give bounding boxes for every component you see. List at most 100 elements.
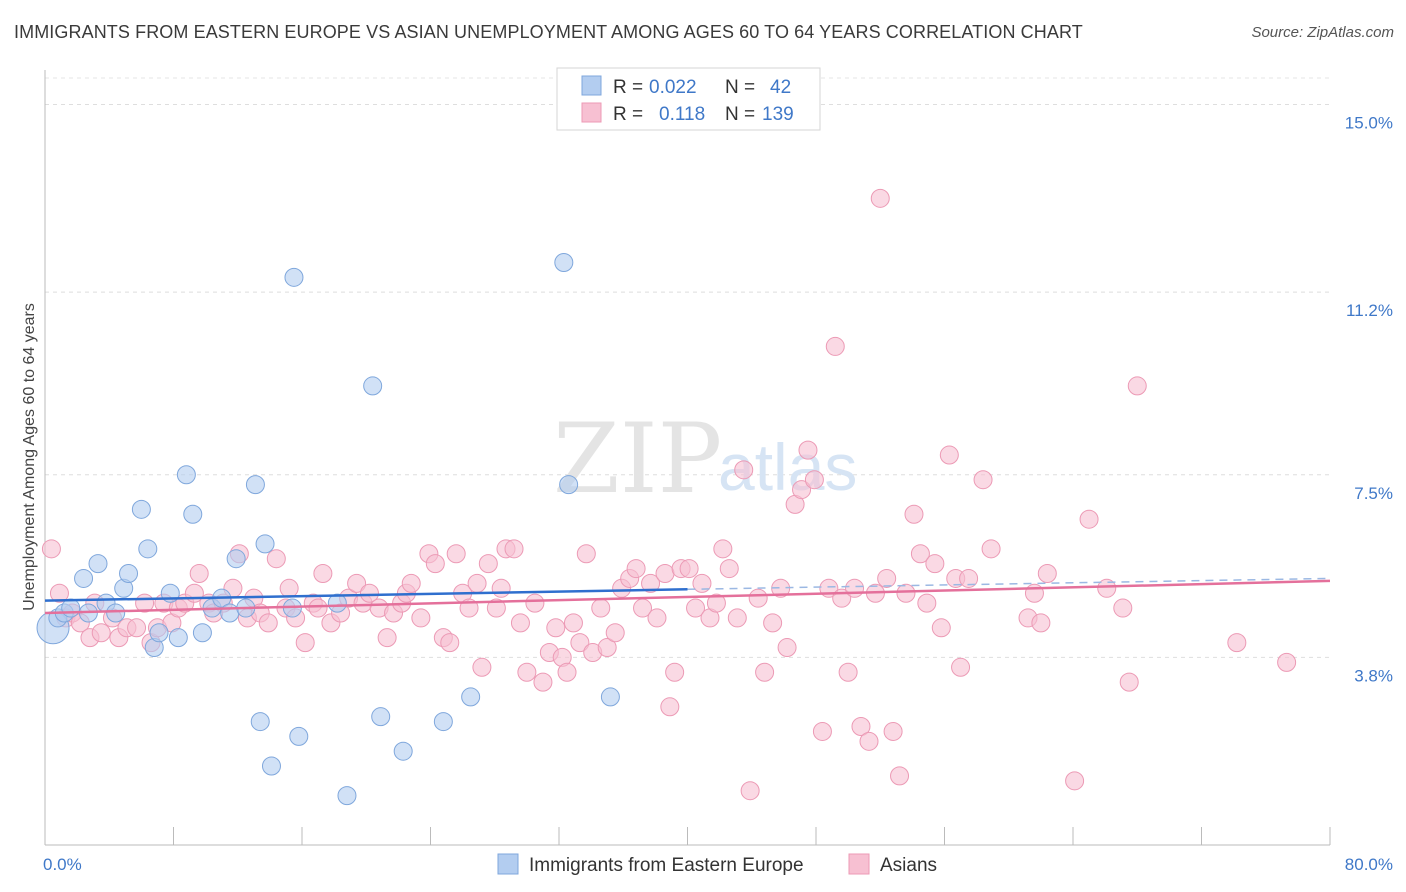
asians-point: [258, 613, 278, 633]
asians-point: [504, 539, 524, 559]
asians-point: [597, 638, 617, 658]
y-tick-labels: 3.8% 7.5% 11.2% 15.0%: [1345, 114, 1393, 686]
asians-point: [910, 544, 930, 564]
asians-point: [533, 672, 553, 692]
series-legend-label-eastern-europe: Immigrants from Eastern Europe: [529, 855, 804, 876]
y-tick-label: 15.0%: [1345, 114, 1393, 133]
asians-point: [755, 662, 775, 682]
eastern-europe-point: [363, 376, 383, 396]
y-axis-title: Unemployment Among Ages 60 to 64 years: [21, 303, 38, 611]
asians-point: [665, 662, 685, 682]
x-tick-label-min: 0.0%: [43, 855, 82, 874]
asians-point: [1031, 613, 1051, 633]
eastern-europe-point: [250, 712, 270, 732]
eastern-europe-trend-line: [44, 588, 688, 602]
asians-point: [647, 608, 667, 628]
eastern-europe-point: [176, 465, 196, 485]
asians-points: [41, 188, 1297, 801]
asians-trend-line: [44, 579, 1331, 615]
asians-point: [679, 559, 699, 579]
asians-point: [127, 618, 147, 638]
asians-point: [446, 544, 466, 564]
legend-swatch-pink: [581, 102, 602, 123]
asians-point: [719, 559, 739, 579]
asians-point: [377, 628, 397, 648]
asians-point: [845, 578, 865, 598]
legend-r-value-1: 0.022: [649, 77, 697, 98]
eastern-europe-point: [554, 253, 574, 273]
eastern-europe-point: [284, 267, 304, 287]
eastern-europe-point: [327, 593, 347, 613]
eastern-europe-point: [461, 687, 481, 707]
asians-point: [925, 554, 945, 574]
asians-point: [1119, 672, 1139, 692]
eastern-europe-point: [337, 786, 357, 806]
asians-point: [660, 697, 680, 717]
asians-point: [798, 440, 818, 460]
asians-point: [763, 613, 783, 633]
asians-point: [563, 613, 583, 633]
asians-point: [740, 781, 760, 801]
asians-point: [1127, 376, 1147, 396]
asians-point: [626, 559, 646, 579]
asians-point: [591, 598, 611, 618]
asians-point: [883, 721, 903, 741]
legend-r-value-2: 0.118: [659, 104, 705, 125]
asians-point: [727, 608, 747, 628]
eastern-europe-point: [226, 549, 246, 569]
eastern-europe-point: [149, 623, 169, 643]
asians-point: [91, 623, 111, 643]
eastern-europe-trend-extension: [687, 577, 1331, 591]
eastern-europe-point: [192, 623, 212, 643]
eastern-europe-point: [119, 564, 139, 584]
legend-n-value-2: 139: [762, 104, 794, 125]
asians-point: [748, 588, 768, 608]
asians-point: [510, 613, 530, 633]
asians-point: [859, 731, 879, 751]
asians-point: [41, 539, 61, 559]
asians-point: [792, 480, 812, 500]
asians-point: [931, 618, 951, 638]
asians-point: [401, 573, 421, 593]
asians-point: [904, 504, 924, 524]
asians-point: [692, 573, 712, 593]
eastern-europe-point: [106, 603, 126, 623]
source-credit: Source: ZipAtlas.com: [1251, 24, 1394, 41]
asians-point: [1079, 509, 1099, 529]
legend-r-label-2: R =: [613, 104, 643, 125]
asians-point: [939, 445, 959, 465]
asians-point: [734, 460, 754, 480]
eastern-europe-point: [220, 603, 240, 623]
asians-point: [472, 657, 492, 677]
asians-point: [1037, 564, 1057, 584]
asians-point: [347, 573, 367, 593]
legend-n-value-1: 42: [770, 77, 791, 98]
asians-point: [890, 766, 910, 786]
asians-point: [517, 662, 537, 682]
eastern-europe-point: [393, 741, 413, 761]
asians-point: [870, 188, 890, 208]
x-tick-label-max: 80.0%: [1345, 855, 1393, 874]
asians-point: [313, 564, 333, 584]
asians-point: [851, 717, 871, 737]
asians-point: [425, 554, 445, 574]
asians-point: [491, 578, 511, 598]
asians-point: [570, 633, 590, 653]
asians-point: [467, 573, 487, 593]
legend-r-label-1: R =: [613, 77, 643, 98]
x-axis-ticks: [44, 827, 1331, 845]
asians-point: [189, 564, 209, 584]
trend-lines: [44, 577, 1331, 615]
watermark-zip: ZIP: [553, 403, 722, 515]
y-tick-label: 3.8%: [1354, 666, 1393, 685]
asians-point: [486, 598, 506, 618]
eastern-europe-point: [183, 504, 203, 524]
eastern-europe-point: [433, 712, 453, 732]
legend-n-label-1: N =: [725, 77, 755, 98]
y-tick-label: 11.2%: [1346, 301, 1393, 320]
asians-point: [279, 578, 299, 598]
eastern-europe-point: [371, 707, 391, 727]
eastern-europe-point: [74, 568, 94, 588]
eastern-europe-points: [36, 253, 620, 806]
